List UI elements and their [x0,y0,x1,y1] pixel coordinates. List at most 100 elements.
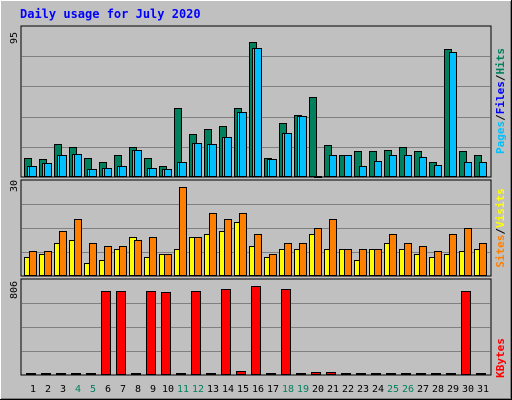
bar-sites [359,249,367,276]
bar-sites [419,246,427,276]
bar-pages [209,144,217,177]
bar-sites [179,187,187,276]
x-tick-label: 3 [60,384,66,395]
bar-sites [389,234,397,276]
x-tick-label: 10 [162,384,174,395]
legend-mid: Sites/Visits [494,188,507,268]
bar-sites [209,213,217,276]
x-tick-label: 15 [237,384,249,395]
bar-hits [309,97,317,177]
x-tick-label: 18 [282,384,294,395]
bar-sites [104,246,112,276]
bar-pages [299,116,307,177]
bar-pages [134,150,142,177]
legend-sep-3: / [494,228,507,235]
bar-kbytes [401,373,411,375]
bar-pages [359,166,367,177]
bar-kbytes [191,291,201,375]
y-max-label-kbytes: 806 [9,281,20,299]
bar-pages [344,155,352,177]
x-tick-label: 4 [75,384,81,395]
bar-sites [134,240,142,276]
bar-kbytes [116,291,126,375]
x-tick-label: 19 [297,384,309,395]
legend-sep-1: / [494,114,507,121]
bar-kbytes [101,291,111,375]
bar-pages [314,176,322,178]
bar-sites [44,251,52,276]
bar-pages [479,162,487,177]
bar-sites [374,249,382,276]
bar-pages [89,169,97,177]
y-max-label-hits: 95 [9,32,20,44]
bar-pages [164,169,172,177]
bar-kbytes [251,286,261,375]
bar-kbytes [131,373,141,375]
bar-pages [269,159,277,177]
bar-pages [254,48,262,177]
bar-kbytes [86,373,96,375]
x-tick-label: 1 [30,384,36,395]
x-tick-label: 16 [252,384,264,395]
bar-kbytes [236,371,246,375]
x-tick-label: 22 [342,384,354,395]
bar-kbytes [56,373,66,375]
legend-files: Files [494,81,507,114]
bar-kbytes [26,373,36,375]
bar-pages [239,112,247,177]
bar-kbytes [356,373,366,375]
bar-hits [354,151,362,177]
bar-pages [44,163,52,177]
bar-kbytes [281,289,291,375]
bar-kbytes [146,291,156,375]
bar-sites [284,243,292,276]
bar-sites [29,251,37,276]
bar-sites [449,234,457,276]
bar-sites [479,243,487,276]
legend-pages: Pages [494,121,507,154]
bar-sites [74,219,82,276]
bar-kbytes [341,373,351,375]
legend-sep-2: / [494,74,507,81]
bar-sites [224,219,232,276]
bar-sites [299,243,307,276]
bar-kbytes [326,372,336,375]
bar-kbytes [161,292,171,375]
bar-pages [59,155,67,177]
bar-pages [449,52,457,177]
bar-kbytes [206,373,216,375]
bar-sites [89,243,97,276]
bar-kbytes [41,373,51,375]
x-tick-label: 20 [312,384,324,395]
x-tick-label: 7 [120,384,126,395]
bar-pages [224,137,232,177]
bar-pages [194,143,202,177]
bar-kbytes [476,373,486,375]
bars [24,42,487,375]
bar-kbytes [371,373,381,375]
y-max-label-visits: 30 [9,180,20,192]
bar-kbytes [221,289,231,375]
bar-pages [284,133,292,177]
bar-pages [389,155,397,177]
x-tick-label: 24 [372,384,384,395]
chart-title: Daily usage for July 2020 [20,7,201,21]
x-tick-label: 26 [402,384,414,395]
legend-sites: Sites [494,235,507,268]
legend-hits: Hits [494,48,507,75]
x-tick-label: 13 [207,384,219,395]
bar-kbytes [176,373,186,375]
bar-sites [149,237,157,276]
legend-top: Pages/Files/Hits [494,48,507,154]
bar-pages [29,166,37,177]
bar-sites [194,237,202,276]
x-tick-label: 23 [357,384,369,395]
x-tick-label: 6 [105,384,111,395]
x-tick-label: 8 [135,384,141,395]
bar-kbytes [296,373,306,375]
x-tick-label: 17 [267,384,279,395]
x-tick-label: 14 [222,384,234,395]
bar-sites [404,243,412,276]
bar-pages [434,165,442,177]
